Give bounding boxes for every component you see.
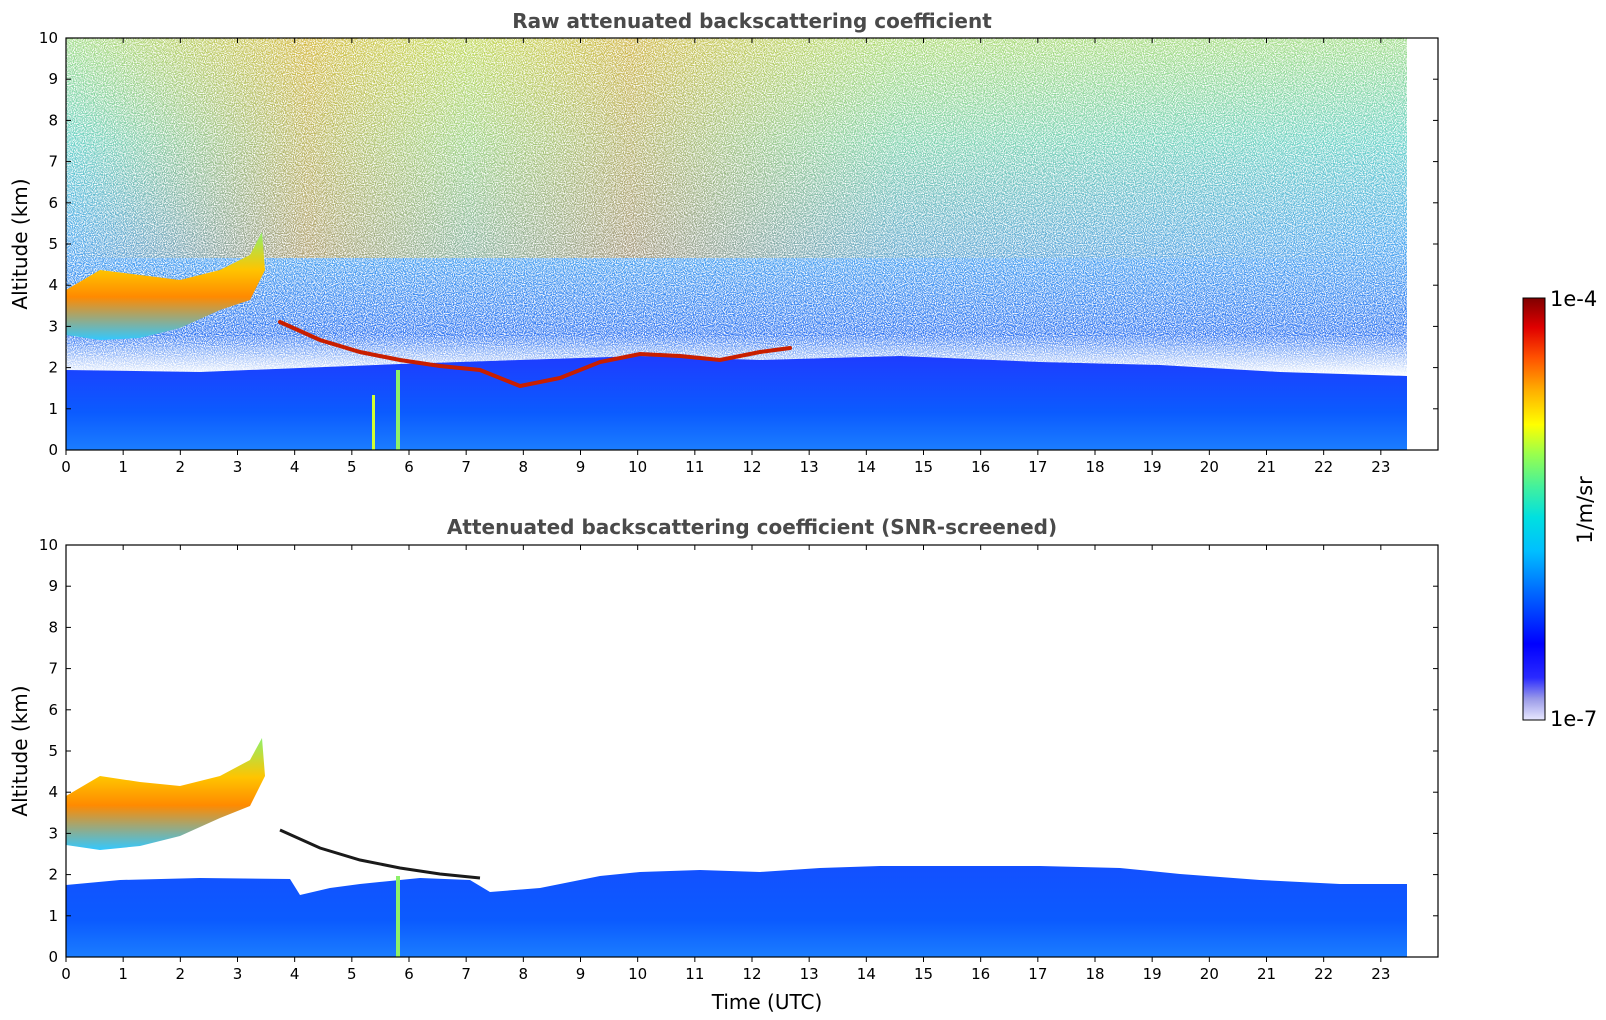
x-tick-label: 16 — [971, 458, 990, 476]
x-tick-label: 12 — [742, 458, 761, 476]
y-tick-label: 6 — [48, 194, 58, 212]
x-tick-label: 1 — [118, 965, 128, 983]
x-tick-label: 6 — [404, 965, 414, 983]
x-tick-label: 22 — [1314, 458, 1333, 476]
x-tick-label: 13 — [800, 458, 819, 476]
y-tick-label: 3 — [48, 317, 58, 335]
panel1-y-axis: 0 1 2 3 4 5 6 7 8 9 10 — [39, 29, 1438, 459]
y-tick-label: 2 — [48, 359, 58, 377]
y-tick-label: 4 — [48, 783, 58, 801]
x-tick-label: 13 — [800, 965, 819, 983]
x-tick-label: 19 — [1143, 458, 1162, 476]
x-tick-label: 11 — [685, 458, 704, 476]
panel1-boundary-layer — [66, 356, 1407, 450]
panel2-precip-column — [396, 876, 400, 957]
colorbar-gradient — [1522, 297, 1546, 721]
x-tick-label: 0 — [61, 458, 71, 476]
panel2-ylabel: Altitude (km) — [8, 685, 32, 816]
x-tick-label: 4 — [290, 458, 300, 476]
colorbar-unit-label: 1/m/sr — [1573, 476, 1597, 544]
x-tick-label: 5 — [347, 965, 357, 983]
panel2-plot — [66, 545, 1438, 957]
x-tick-label: 15 — [914, 458, 933, 476]
panel2-boundary-layer — [66, 866, 1407, 957]
x-tick-label: 2 — [176, 965, 186, 983]
x-tick-label: 12 — [742, 965, 761, 983]
panel1-ylabel: Altitude (km) — [8, 178, 32, 309]
x-tick-label: 3 — [233, 965, 243, 983]
x-tick-label: 7 — [461, 965, 471, 983]
y-tick-label: 6 — [48, 701, 58, 719]
y-tick-label: 0 — [48, 441, 58, 459]
x-tick-label: 19 — [1143, 965, 1162, 983]
x-tick-label: 5 — [347, 458, 357, 476]
panel1-elevated-layer — [66, 232, 265, 340]
x-tick-label: 14 — [857, 965, 876, 983]
panel2-elevated-layer — [66, 738, 265, 850]
y-tick-label: 10 — [39, 29, 58, 47]
x-tick-label: 2 — [176, 458, 186, 476]
colorbar-max-label: 1e-4 — [1550, 287, 1597, 311]
y-tick-label: 9 — [48, 577, 58, 595]
x-tick-label: 16 — [971, 965, 990, 983]
x-tick-label: 14 — [857, 458, 876, 476]
y-tick-label: 5 — [48, 235, 58, 253]
x-tick-label: 21 — [1257, 965, 1276, 983]
x-tick-label: 23 — [1371, 965, 1390, 983]
panel1-title: Raw attenuated backscattering coefficien… — [512, 9, 992, 33]
y-tick-label: 1 — [48, 907, 58, 925]
panel2-cloud-streak — [279, 828, 481, 880]
y-tick-label: 3 — [48, 824, 58, 842]
y-tick-label: 8 — [48, 618, 58, 636]
x-tick-label: 20 — [1200, 965, 1219, 983]
x-tick-label: 9 — [576, 458, 586, 476]
x-tick-label: 17 — [1028, 458, 1047, 476]
x-tick-label: 7 — [461, 458, 471, 476]
y-tick-label: 2 — [48, 866, 58, 884]
x-tick-label: 8 — [519, 458, 529, 476]
colorbar-min-label: 1e-7 — [1550, 707, 1597, 731]
colorbar: 1e-4 1e-7 1/m/sr — [1522, 287, 1597, 731]
y-tick-label: 5 — [48, 742, 58, 760]
panel2-y-axis: 0 1 2 3 4 5 6 7 8 9 10 — [39, 536, 1438, 966]
panel1-precip-column — [372, 395, 375, 450]
panel2-xlabel: Time (UTC) — [711, 990, 823, 1014]
x-tick-label: 18 — [1085, 965, 1104, 983]
y-tick-label: 1 — [48, 400, 58, 418]
x-tick-label: 15 — [914, 965, 933, 983]
y-tick-label: 7 — [48, 153, 58, 171]
x-tick-label: 23 — [1371, 458, 1390, 476]
x-tick-label: 1 — [118, 458, 128, 476]
x-tick-label: 18 — [1085, 458, 1104, 476]
y-tick-label: 9 — [48, 70, 58, 88]
y-tick-label: 8 — [48, 111, 58, 129]
x-tick-label: 0 — [61, 965, 71, 983]
panel1-plot — [66, 38, 1438, 450]
panel2-title: Attenuated backscattering coefficient (S… — [447, 515, 1057, 539]
x-tick-label: 6 — [404, 458, 414, 476]
x-tick-label: 9 — [576, 965, 586, 983]
y-tick-label: 10 — [39, 536, 58, 554]
y-tick-label: 7 — [48, 660, 58, 678]
x-tick-label: 22 — [1314, 965, 1333, 983]
x-tick-label: 17 — [1028, 965, 1047, 983]
panel1-cloud-streak — [278, 320, 792, 389]
panel2-x-axis: 0 1 2 3 4 5 6 7 8 9 10 11 12 13 14 15 16 17 18 19 20 21 22 23 — [61, 545, 1390, 983]
x-tick-label: 3 — [233, 458, 243, 476]
x-tick-label: 4 — [290, 965, 300, 983]
x-tick-label: 21 — [1257, 458, 1276, 476]
panel1-precip-column — [396, 370, 400, 450]
y-tick-label: 0 — [48, 948, 58, 966]
x-tick-label: 10 — [628, 458, 647, 476]
y-tick-label: 4 — [48, 276, 58, 294]
x-tick-label: 10 — [628, 965, 647, 983]
x-tick-label: 8 — [519, 965, 529, 983]
x-tick-label: 20 — [1200, 458, 1219, 476]
panel1-noise-grain — [66, 38, 1407, 388]
x-tick-label: 11 — [685, 965, 704, 983]
panel1-x-axis: 0 1 2 3 4 5 6 7 8 9 10 11 12 13 14 15 16 17 18 19 20 21 22 23 — [61, 38, 1390, 476]
